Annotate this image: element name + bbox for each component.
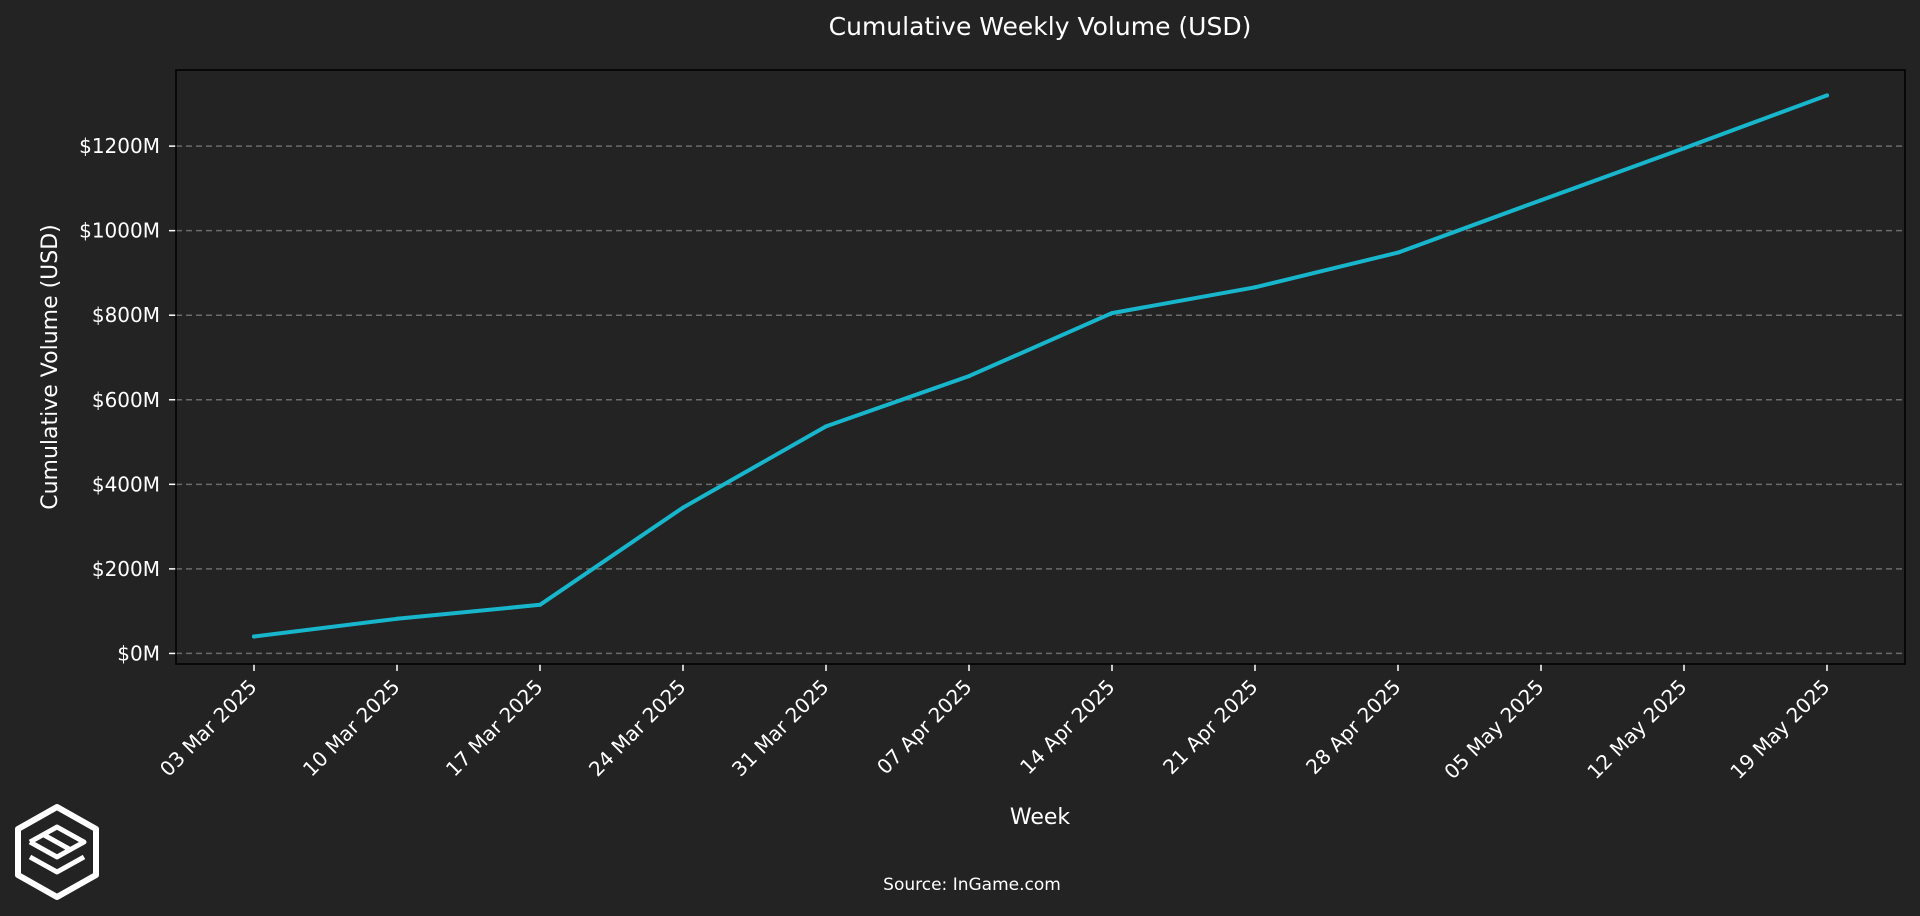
data-point (538, 602, 542, 607)
data-point (1396, 250, 1400, 255)
y-tick-label: $600M (92, 388, 160, 412)
plot-frame (175, 69, 1906, 665)
data-point (824, 424, 828, 429)
plot-area (176, 70, 1905, 664)
ingame-cube-logo-icon (15, 804, 99, 900)
data-point (1110, 311, 1114, 316)
y-tick-label: $0M (117, 641, 160, 665)
y-axis-label: Cumulative Volume (USD) (38, 224, 63, 510)
data-point (1253, 285, 1257, 290)
source-credit: Source: InGame.com (883, 875, 1061, 895)
y-gridlines (176, 145, 1905, 655)
data-point (395, 616, 399, 621)
y-tick-label: $1200M (79, 134, 160, 158)
chart-title: Cumulative Weekly Volume (USD) (829, 12, 1252, 41)
data-point (1825, 93, 1829, 98)
y-axis-ticks: $0M $200M $400M $600M $800M $1000M $1200M (79, 134, 176, 665)
y-tick-label: $400M (92, 472, 160, 496)
y-tick-label: $1000M (79, 219, 160, 243)
data-point (681, 505, 685, 510)
x-axis-label: Week (1010, 805, 1071, 830)
y-tick-label: $200M (92, 557, 160, 581)
data-point (252, 634, 256, 639)
series-line (252, 93, 1829, 639)
data-point (1682, 146, 1686, 151)
data-point (1539, 198, 1543, 203)
series-layer (252, 93, 1829, 639)
data-point (967, 374, 971, 379)
y-tick-label: $800M (92, 303, 160, 327)
